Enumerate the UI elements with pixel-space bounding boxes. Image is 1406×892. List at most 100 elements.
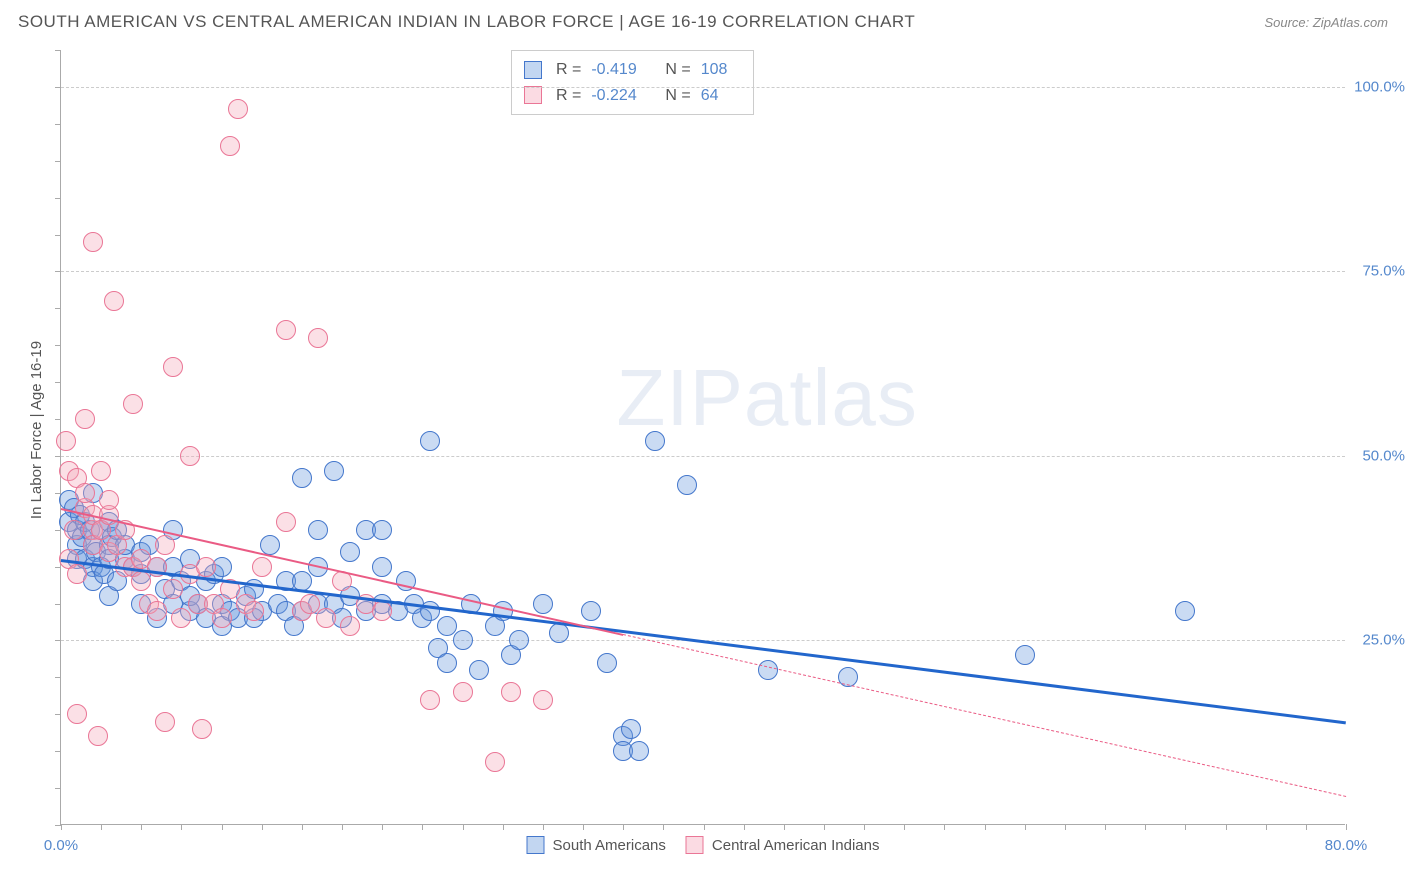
legend-swatch (527, 836, 545, 854)
data-point (75, 409, 95, 429)
gridline (61, 87, 1345, 88)
x-tick (342, 824, 343, 830)
data-point (509, 630, 529, 650)
data-point (372, 557, 392, 577)
x-tick (1226, 824, 1227, 830)
r-value: -0.419 (591, 57, 651, 83)
x-tick (422, 824, 423, 830)
legend-swatch (686, 836, 704, 854)
data-point (155, 535, 175, 555)
data-point (300, 594, 320, 614)
data-point (196, 557, 216, 577)
x-tick (1185, 824, 1186, 830)
y-tick (55, 456, 61, 457)
y-tick-label: 50.0% (1362, 447, 1405, 464)
x-tick (262, 824, 263, 830)
data-point (244, 601, 264, 621)
x-tick (1266, 824, 1267, 830)
data-point (276, 512, 296, 532)
data-point (453, 630, 473, 650)
r-label: R = (556, 57, 581, 83)
data-point (1175, 601, 1195, 621)
y-tick-label: 25.0% (1362, 632, 1405, 649)
y-tick (55, 640, 61, 641)
x-tick (503, 824, 504, 830)
x-tick (1306, 824, 1307, 830)
x-tick (944, 824, 945, 830)
data-point (64, 520, 84, 540)
x-tick (1346, 824, 1347, 830)
chart-plot-area: ZIPatlas R = -0.419 N = 108 R = -0.224 N… (60, 50, 1345, 825)
x-tick (61, 824, 62, 830)
x-tick (463, 824, 464, 830)
data-point (372, 601, 392, 621)
y-tick (55, 345, 61, 346)
x-tick (302, 824, 303, 830)
data-point (88, 726, 108, 746)
x-tick (663, 824, 664, 830)
data-point (1015, 645, 1035, 665)
data-point (260, 535, 280, 555)
legend-swatch (524, 86, 542, 104)
x-tick (101, 824, 102, 830)
y-tick (55, 87, 61, 88)
gridline (61, 271, 1345, 272)
data-point (163, 579, 183, 599)
data-point (340, 542, 360, 562)
data-point (292, 468, 312, 488)
data-point (533, 690, 553, 710)
y-tick (55, 271, 61, 272)
trend-line-dashed (623, 634, 1346, 797)
x-tick (623, 824, 624, 830)
y-tick (55, 677, 61, 678)
series-legend: South Americans Central American Indians (527, 836, 880, 854)
trend-line (61, 559, 1346, 724)
data-point (155, 712, 175, 732)
data-point (220, 136, 240, 156)
x-tick (864, 824, 865, 830)
y-tick (55, 604, 61, 605)
y-axis-title: In Labor Force | Age 16-19 (28, 341, 45, 519)
y-tick (55, 419, 61, 420)
x-tick (141, 824, 142, 830)
data-point (597, 653, 617, 673)
data-point (533, 594, 553, 614)
data-point (131, 571, 151, 591)
x-tick (784, 824, 785, 830)
x-tick (583, 824, 584, 830)
data-point (372, 520, 392, 540)
y-tick (55, 714, 61, 715)
legend-item: Central American Indians (686, 836, 880, 854)
data-point (758, 660, 778, 680)
x-tick (904, 824, 905, 830)
x-tick (1105, 824, 1106, 830)
x-tick (222, 824, 223, 830)
watermark: ZIPatlas (616, 352, 917, 444)
data-point (180, 446, 200, 466)
data-point (171, 608, 191, 628)
data-point (192, 719, 212, 739)
data-point (163, 357, 183, 377)
data-point (485, 752, 505, 772)
y-tick (55, 567, 61, 568)
n-label: N = (665, 57, 690, 83)
legend-label: Central American Indians (712, 837, 880, 854)
data-point (75, 483, 95, 503)
data-point (83, 232, 103, 252)
y-tick (55, 382, 61, 383)
y-tick (55, 751, 61, 752)
y-tick (55, 530, 61, 531)
x-tick (382, 824, 383, 830)
data-point (276, 320, 296, 340)
data-point (420, 431, 440, 451)
y-tick-label: 100.0% (1354, 78, 1405, 95)
data-point (420, 690, 440, 710)
n-value: 108 (701, 57, 741, 83)
y-tick (55, 308, 61, 309)
data-point (147, 601, 167, 621)
x-tick-label: 80.0% (1325, 837, 1368, 854)
y-tick (55, 50, 61, 51)
x-tick (1145, 824, 1146, 830)
y-tick (55, 198, 61, 199)
data-point (549, 623, 569, 643)
